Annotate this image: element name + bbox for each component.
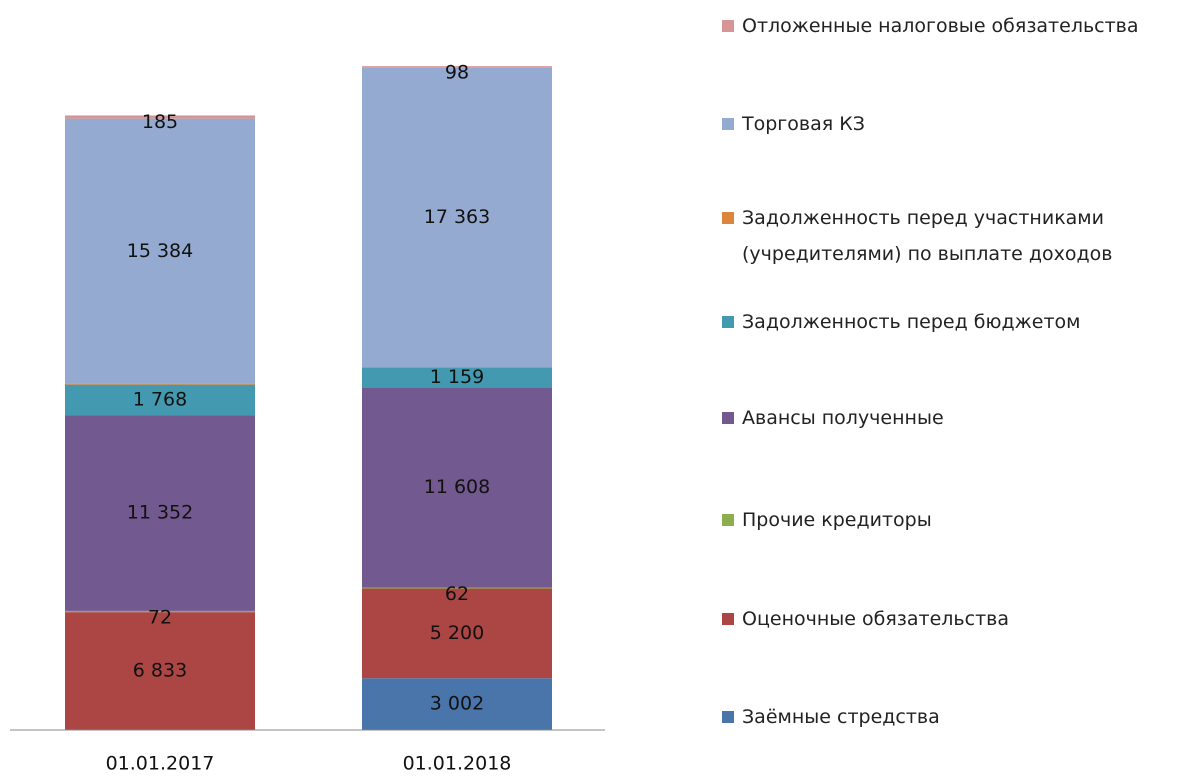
legend-item: Заёмные стредства	[722, 699, 1200, 735]
legend-item: Торговая КЗ	[722, 106, 1200, 142]
bar-segment	[362, 678, 552, 730]
legend-item: Прочие кредиторы	[722, 502, 1200, 538]
legend-label: Заёмные стредства	[742, 706, 940, 728]
legend-item: Задолженность перед участниками (учредит…	[722, 200, 1200, 272]
data-label: 1 768	[133, 388, 187, 410]
data-label: 72	[148, 606, 172, 628]
legend-label: Отложенные налоговые обязательства	[742, 15, 1139, 37]
bar-segment	[362, 66, 552, 68]
legend-label: Задолженность перед бюджетом	[742, 311, 1081, 333]
chart: 6 833 72 11 352 1 768 15 384 185 01.01.2017 3 0…	[10, 62, 605, 775]
data-label: 11 608	[424, 476, 490, 498]
legend-label: Авансы полученные	[742, 407, 944, 429]
data-label: 5 200	[430, 622, 484, 644]
legend-swatch	[722, 20, 734, 32]
legend-swatch	[722, 711, 734, 723]
bar-segment	[362, 387, 552, 588]
legend-swatch	[722, 613, 734, 625]
bar-segment	[362, 587, 552, 589]
legend-item: Отложенные налоговые обязательства	[722, 8, 1200, 44]
legend-swatch	[722, 118, 734, 130]
bar-segment	[65, 383, 255, 385]
bar-segment	[65, 384, 255, 416]
legend-item: Авансы полученные	[722, 400, 1200, 436]
data-label: 3 002	[430, 693, 484, 715]
legend-label: Торговая КЗ	[742, 113, 865, 135]
data-label: 1 159	[430, 366, 484, 388]
data-label: 6 833	[133, 660, 187, 682]
legend-label: Оценочные обязательства	[742, 608, 1009, 630]
data-label: 17 363	[424, 206, 490, 228]
legend-item: Задолженность перед бюджетом	[722, 304, 1200, 340]
x-tick-label: 01.01.2018	[403, 753, 512, 775]
data-label: 98	[445, 62, 469, 84]
data-label: 11 352	[127, 502, 193, 524]
data-label: 185	[142, 111, 178, 133]
bar-segment	[362, 67, 552, 368]
bar-segment	[65, 610, 255, 613]
legend-label: Задолженность перед участниками (учредит…	[742, 207, 1113, 265]
legend-swatch	[722, 514, 734, 526]
data-label: 15 384	[127, 240, 193, 262]
bar-segment	[65, 612, 255, 730]
legend-swatch	[722, 212, 734, 224]
legend-label: Прочие кредиторы	[742, 509, 932, 531]
data-label: 62	[445, 583, 469, 605]
bar-segment	[65, 118, 255, 384]
legend-swatch	[722, 412, 734, 424]
x-tick-label: 01.01.2017	[106, 753, 215, 775]
legend-item: Оценочные обязательства	[722, 601, 1200, 637]
bar-segment	[362, 367, 552, 388]
bar-segment	[362, 588, 552, 679]
legend-swatch	[722, 316, 734, 328]
bar-segment	[65, 415, 255, 611]
bar-segment	[65, 115, 255, 119]
